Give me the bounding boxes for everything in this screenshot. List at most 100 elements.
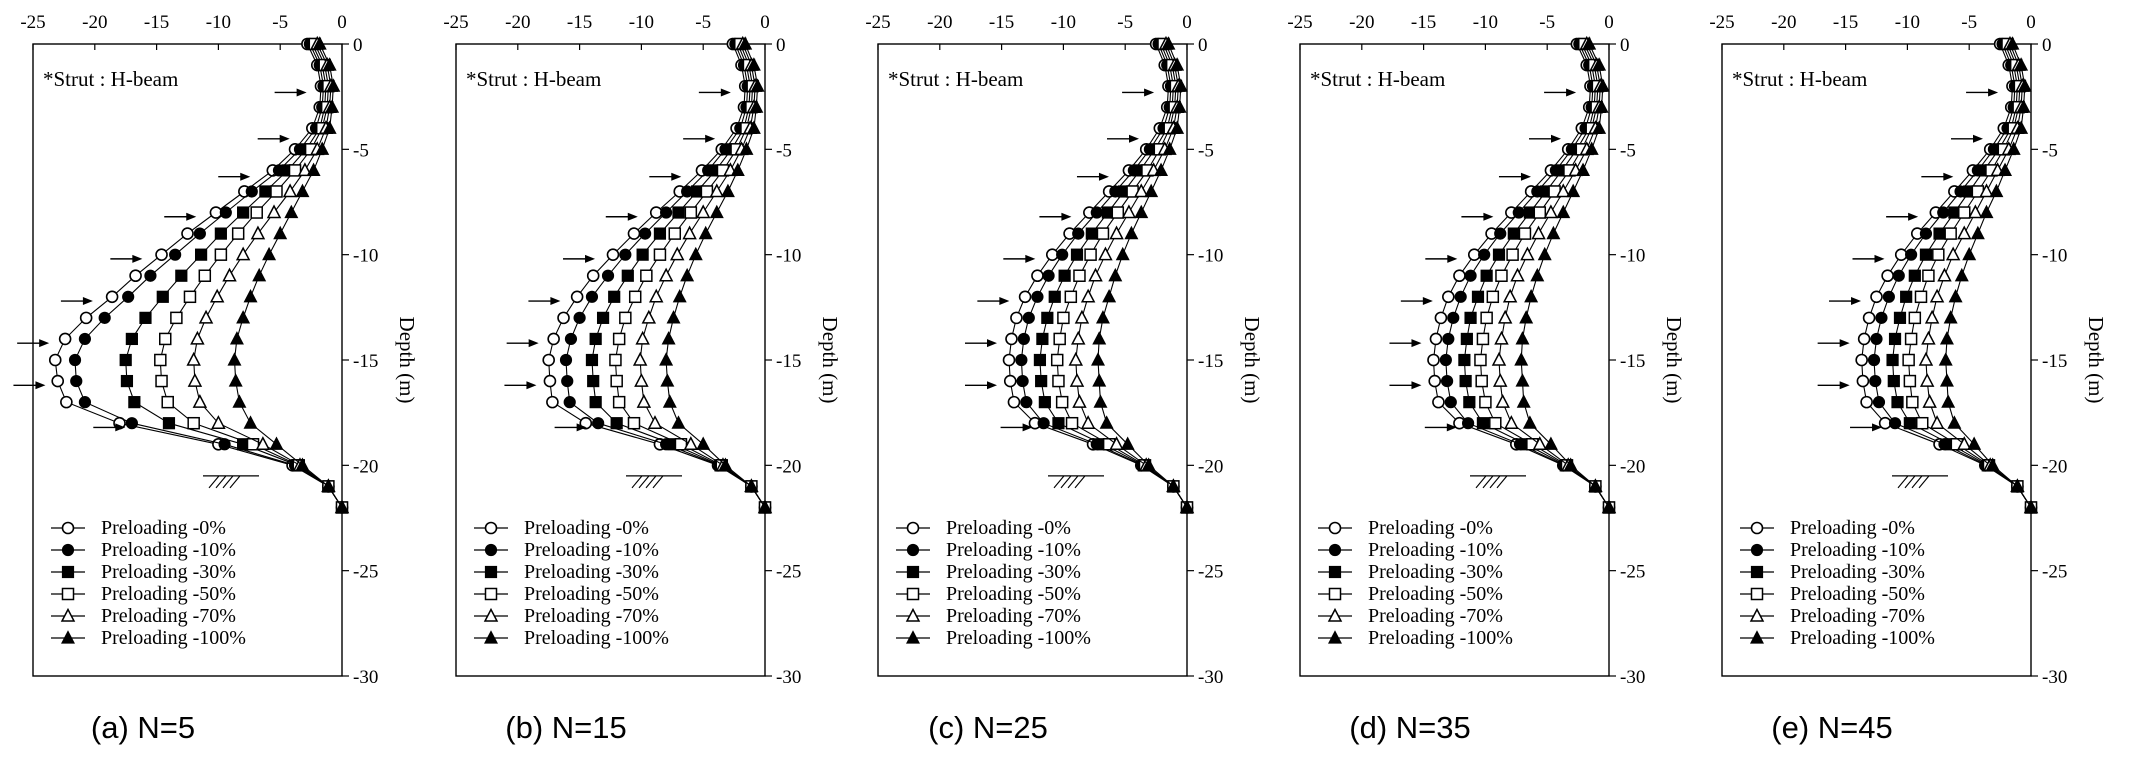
data-point [250,225,266,240]
x-tick-label: -10 [1895,12,1920,33]
ground-hatch [1897,475,1909,489]
data-point [1937,206,1950,219]
data-point [1173,78,1188,92]
data-point [1556,204,1571,219]
data-point [1124,225,1139,240]
data-point [573,311,586,324]
data-point [312,36,327,50]
data-point [1093,394,1108,408]
data-point [1887,374,1900,388]
data-point [1056,248,1069,261]
legend-label: Preloading -0% [524,517,649,539]
data-point [750,78,765,92]
data-point [229,331,244,345]
data-point [1512,206,1525,219]
data-point [1979,204,1994,219]
strut-arrow-head [82,297,93,306]
ground-hatch [638,475,650,489]
data-point [612,395,626,409]
data-point [1098,246,1113,261]
data-point [1979,183,1994,198]
data-point [1957,225,1972,240]
legend-label: Preloading -30% [1790,561,1925,583]
data-point [1048,290,1061,303]
data-point [1492,248,1506,261]
data-point [621,269,634,282]
data-point [1886,353,1899,367]
data-point [60,395,73,409]
data-point [1515,331,1530,345]
x-tick-label: -15 [1411,12,1436,33]
x-tick-label: -15 [989,12,1014,33]
data-point [542,353,556,367]
x-tick-label: 0 [2026,12,2036,33]
data-point [579,416,593,430]
data-point [270,185,283,198]
legend-label: Preloading -70% [1790,605,1925,627]
strut-arrow-head [1872,423,1883,432]
ground-hatch [1911,475,1923,489]
data-point [1036,332,1049,346]
data-point [589,396,602,409]
data-point [718,457,733,471]
strut-arrow-head [1025,254,1036,263]
data-point [1929,288,1945,303]
data-point [1003,374,1017,388]
data-point [1442,290,1455,304]
data-point [1507,227,1520,240]
legend-label: Preloading -10% [524,539,659,561]
data-point [1050,353,1064,367]
data-point [1447,311,1460,324]
data-point [1170,120,1185,134]
data-point [1052,417,1065,430]
data-point [1041,311,1054,324]
data-point [335,499,349,514]
data-point [587,374,600,388]
strut-arrow-head [585,254,596,263]
data-point [609,353,622,367]
data-point [563,396,576,409]
data-point [48,353,62,367]
y-tick-label: -10 [1620,246,1645,267]
data-point [2014,120,2029,134]
data-point [243,289,258,303]
y-tick-label: -15 [776,351,801,372]
data-point [612,332,626,346]
data-point [1432,395,1445,409]
y-axis-title: Depth (m) [818,317,842,404]
y-tick-label: -30 [2042,667,2067,688]
data-point [155,248,168,261]
data-point [269,436,284,450]
data-point [1065,416,1079,430]
strut-arrow-head [1851,297,1862,306]
chart-panel-b: -25 -20 -15 -10 -5 00 -5 -10 -15 -20 -25 -30 Depth (… [443,12,842,745]
legend-marker [1750,587,1764,601]
data-point [2016,99,2031,113]
legend-label: Preloading -0% [946,517,1071,539]
data-point [1108,267,1123,282]
data-point [647,415,663,429]
data-point [70,374,83,388]
legend-marker [61,521,75,535]
data-point [1543,436,1558,450]
ground-hatch [222,475,234,489]
data-point [1020,396,1033,409]
y-tick-label: -15 [353,351,378,372]
data-point [214,248,228,261]
data-point [1510,267,1525,282]
strut-arrow-head [186,212,197,221]
data-point [1502,288,1518,303]
data-point [557,311,570,325]
x-tick-label: -25 [1709,12,1734,33]
data-point [1506,248,1519,261]
data-point [1869,374,1882,388]
data-point [1439,353,1452,367]
ground-hatch [1904,475,1916,489]
y-tick-label: -5 [353,140,369,161]
x-tick-label: -20 [1771,12,1796,33]
data-point [680,267,695,282]
data-point [1533,206,1547,219]
y-tick-label: 0 [353,35,363,56]
data-point [1494,227,1507,240]
legend-marker [1328,565,1342,579]
